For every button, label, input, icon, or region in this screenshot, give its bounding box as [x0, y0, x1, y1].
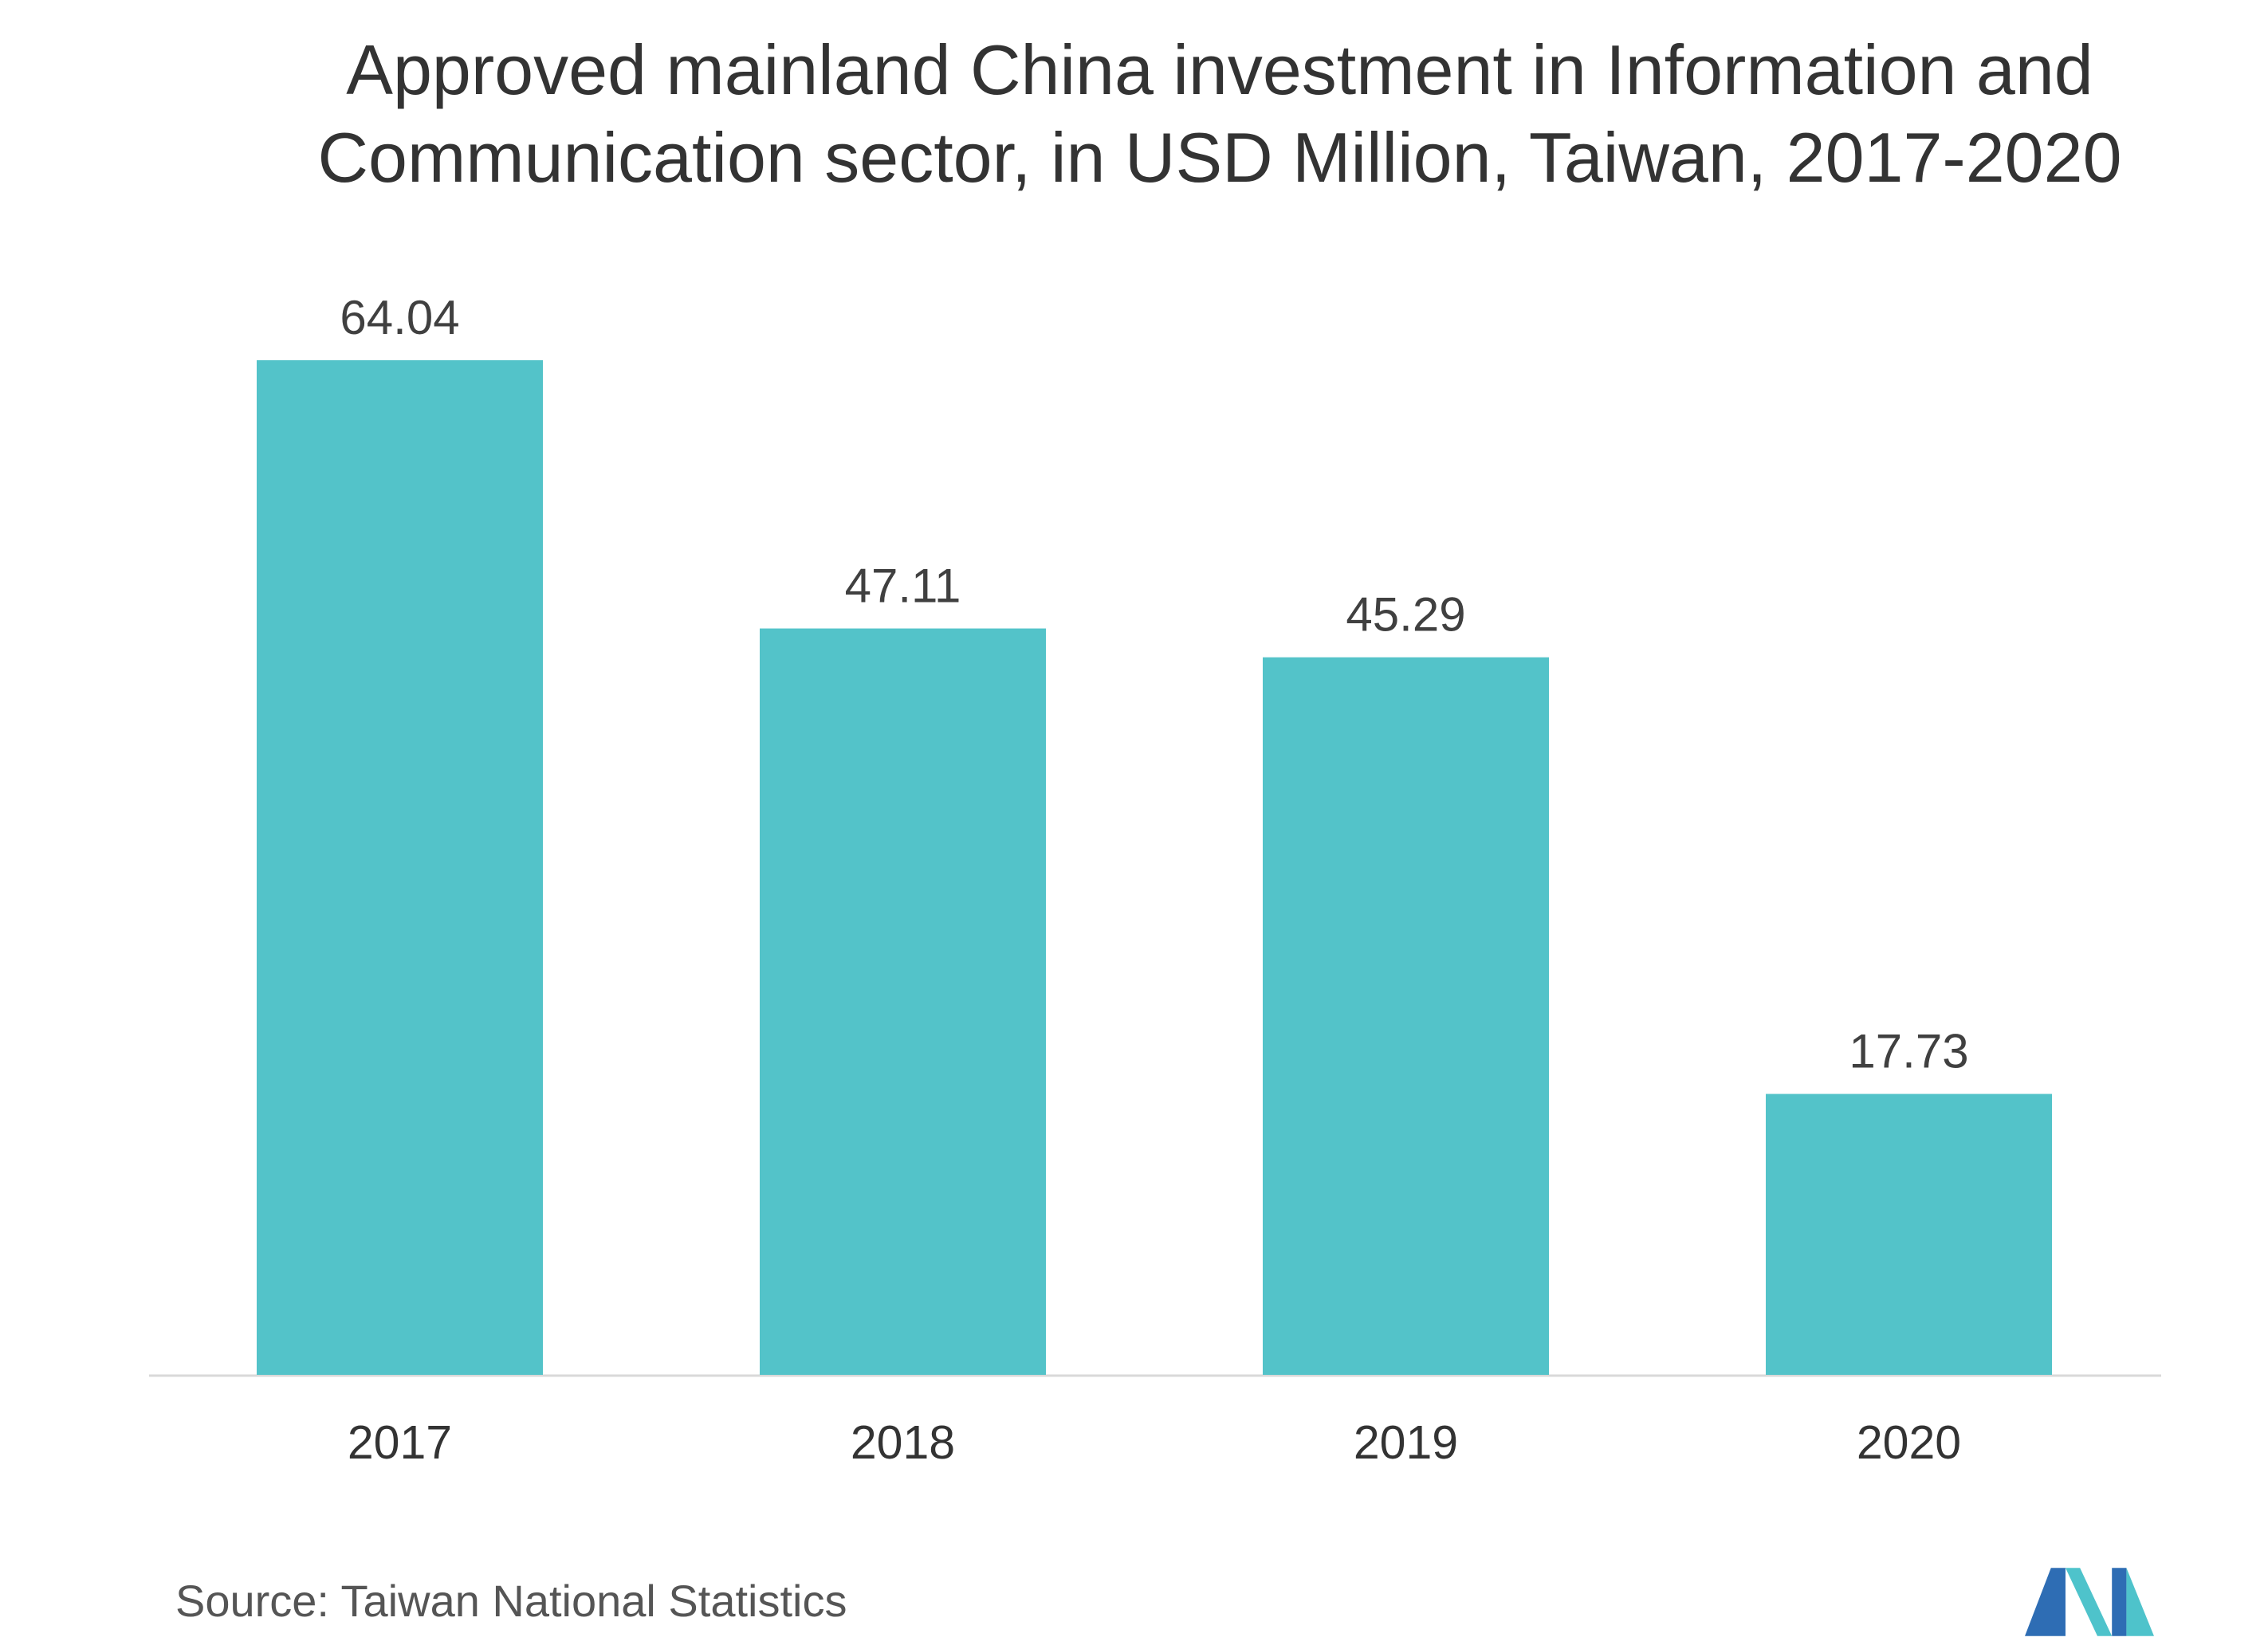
source-note: Source: Taiwan National Statistics — [175, 1576, 847, 1626]
bar-2018 — [760, 628, 1046, 1375]
chart-title-line-2: Communication sector, in USD Million, Ta… — [317, 118, 2122, 197]
chart-title: Approved mainland China investment in In… — [247, 26, 2192, 202]
data-label-2020: 17.73 — [1849, 1025, 1968, 1078]
data-label-2017: 64.04 — [340, 291, 459, 344]
x-tick-label-2018: 2018 — [851, 1416, 955, 1469]
chart-plot-area: 64.04 2017 47.11 2018 45.29 2019 17.73 2020 — [149, 291, 2161, 1469]
x-tick-label-2020: 2020 — [1857, 1416, 1961, 1469]
chart-title-line-1: Approved mainland China investment in In… — [346, 30, 2093, 109]
brand-logo-icon — [2025, 1568, 2154, 1636]
data-label-2019: 45.29 — [1346, 588, 1465, 642]
bar-2020 — [1766, 1093, 2052, 1375]
data-label-2018: 47.11 — [845, 559, 961, 613]
bar-2019 — [1263, 657, 1549, 1375]
x-tick-label-2017: 2017 — [348, 1416, 452, 1469]
bar-2017 — [257, 360, 543, 1375]
x-tick-label-2019: 2019 — [1354, 1416, 1458, 1469]
